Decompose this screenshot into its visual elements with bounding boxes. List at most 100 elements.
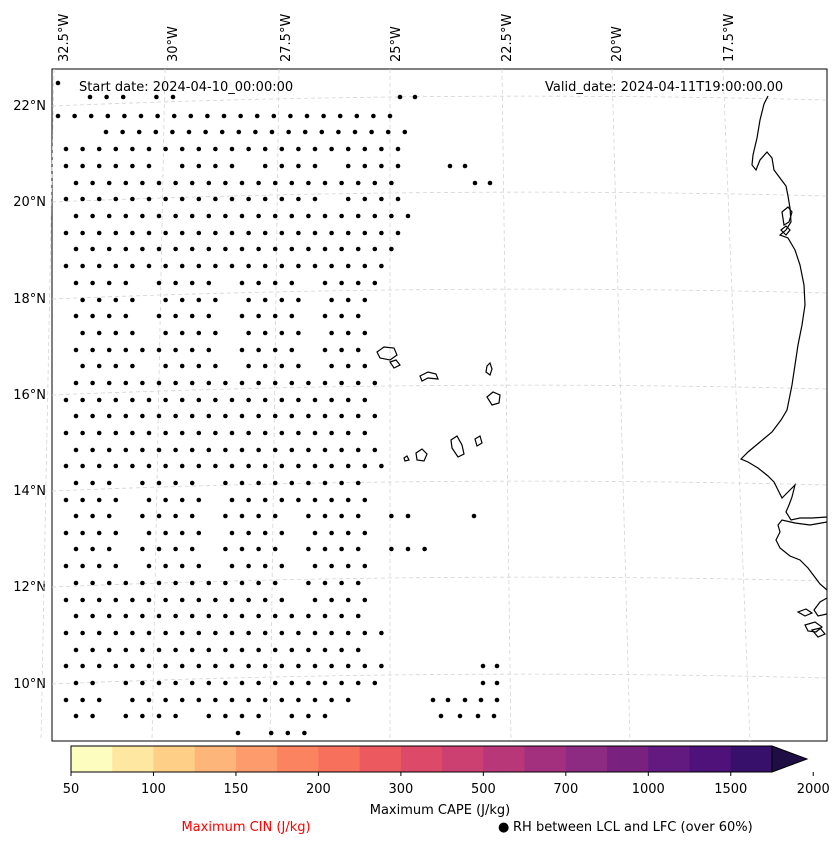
rh-dot <box>312 697 318 703</box>
rh-dot <box>322 613 328 619</box>
parallel-line <box>51 480 828 492</box>
rh-dot <box>339 413 344 419</box>
rh-dot <box>206 680 212 686</box>
lon-label: 17.5°W <box>722 14 737 62</box>
rh-dot <box>397 94 403 100</box>
rh-dot <box>285 730 291 736</box>
rh-dot <box>96 230 102 236</box>
rh-dot <box>229 663 235 669</box>
colorbar-tick-label: 500 <box>471 782 496 797</box>
rh-dot <box>73 280 79 286</box>
rh-dot <box>213 330 218 336</box>
rh-dot <box>130 463 135 469</box>
rh-dot <box>229 497 235 503</box>
rh-dot <box>235 730 241 736</box>
rh-dot <box>163 330 168 336</box>
map-area: Start date: 2024-04-10_00:00:00 Valid_da… <box>40 68 828 742</box>
meridian-line <box>611 68 631 742</box>
rh-dot <box>355 246 361 252</box>
rh-dot <box>262 363 268 369</box>
rh-dot <box>113 330 119 336</box>
rh-dot <box>73 613 79 619</box>
rh-dot <box>306 213 311 219</box>
rh-dot <box>272 546 278 552</box>
rh-dot <box>90 713 95 719</box>
cape-verde-santo-antao <box>376 346 398 361</box>
rh-dot <box>296 630 301 636</box>
rh-dot <box>223 546 228 552</box>
colorbar-tick-label: 1000 <box>632 782 665 797</box>
rh-dot <box>213 463 218 469</box>
rh-dot <box>329 697 334 703</box>
rh-dot <box>422 546 427 552</box>
rh-dot <box>163 430 168 436</box>
rh-dot <box>80 697 85 703</box>
rh-dot <box>229 146 235 152</box>
rh-dot <box>272 613 278 619</box>
rh-dot <box>146 163 152 169</box>
cape-verde-brava <box>403 455 410 462</box>
rh-dot <box>239 447 245 453</box>
rh-dot <box>96 397 102 403</box>
rh-dot <box>239 680 245 686</box>
parallel-line <box>51 191 828 203</box>
rh-dot <box>173 580 178 586</box>
rh-dot <box>345 146 351 152</box>
rh-dot <box>223 246 228 252</box>
rh-dot <box>146 663 152 669</box>
rh-dot <box>171 113 177 119</box>
rh-dot <box>63 163 69 169</box>
parallel-line <box>51 95 828 107</box>
rh-dot <box>73 180 79 186</box>
rh-dot <box>457 713 463 719</box>
rh-dot <box>289 180 295 186</box>
rh-dot <box>339 647 344 653</box>
rh-dot <box>256 647 261 653</box>
rh-dot <box>206 447 212 453</box>
rh-dot <box>445 697 451 703</box>
rh-dot <box>140 613 145 619</box>
rh-dot <box>306 613 311 619</box>
rh-dot <box>106 647 112 653</box>
rh-dot <box>355 613 361 619</box>
rh-dot <box>329 430 334 436</box>
rh-dot <box>179 163 185 169</box>
lat-label: 12°N <box>13 580 46 595</box>
rh-dot <box>223 713 228 719</box>
rh-dot <box>90 213 95 219</box>
rh-dot <box>113 430 119 436</box>
rh-dot <box>206 713 212 719</box>
rh-dot <box>362 330 368 336</box>
canary-lanzarote <box>781 206 793 226</box>
rh-dot <box>196 530 202 536</box>
rh-dot-field <box>55 80 500 736</box>
rh-dot <box>173 180 178 186</box>
rh-dot <box>246 597 251 603</box>
rh-dot <box>173 647 178 653</box>
rh-dot <box>189 313 195 319</box>
cin-legend-label: Maximum CIN (J/kg) <box>181 820 310 835</box>
rh-dot <box>186 129 192 135</box>
rh-dot <box>362 430 368 436</box>
rh-dot <box>321 113 326 119</box>
rh-dot <box>279 497 285 503</box>
rh-dot <box>196 230 202 236</box>
rh-dot <box>379 146 384 152</box>
rh-dot <box>106 413 112 419</box>
rh-dot <box>146 597 152 603</box>
rh-dot <box>90 447 95 453</box>
rh-dot <box>106 213 112 219</box>
rh-dot <box>63 563 69 569</box>
rh-dot <box>106 513 112 519</box>
rh-dot <box>289 213 295 219</box>
rh-dot <box>140 480 145 486</box>
rh-dot <box>256 713 261 719</box>
rh-dot <box>156 713 162 719</box>
rh-dot <box>322 380 328 386</box>
cape-verde-sao-nicolau <box>419 371 439 382</box>
rh-dot <box>223 480 228 486</box>
rh-dot <box>189 246 195 252</box>
rh-dot <box>306 647 311 653</box>
colorbar-cell <box>71 746 113 772</box>
rh-dot <box>80 163 85 169</box>
